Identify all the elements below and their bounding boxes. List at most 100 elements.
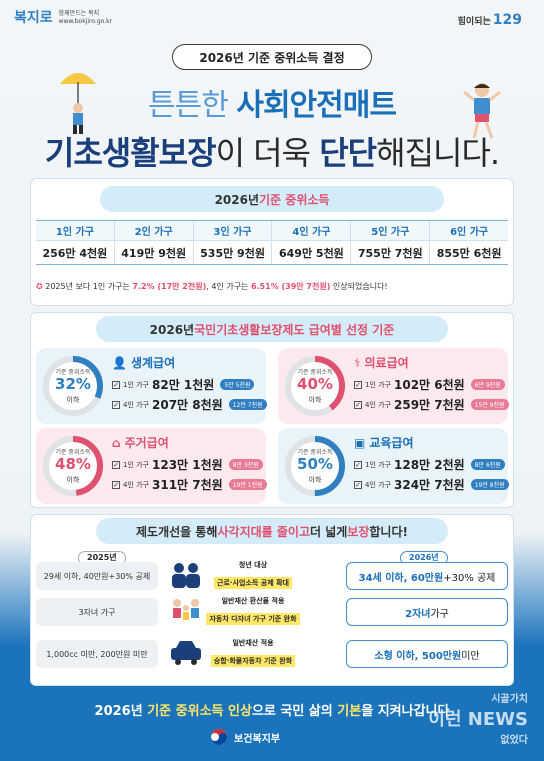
reform-highlight: 승합·화물자동차 기준 완화: [210, 655, 296, 667]
headline2-part-c: 단단: [319, 134, 377, 172]
income-col-header: 4인 가구: [271, 220, 351, 241]
house-icon: ⌂: [112, 435, 121, 450]
row-label: 4인 가구: [365, 480, 391, 489]
row-amount: 123만 1천원: [152, 458, 223, 472]
income-value-cell: 256만 4천원: [36, 240, 115, 265]
benefit-box: 기준 중위소득 50% 이하 ▣ 교육급여 ✓ 1인 가구 128만 2천원 8만 6천원 ✓ 4인…: [278, 428, 509, 504]
gauge-label: 기준 중위소득: [55, 369, 91, 376]
gauge-ring: [285, 436, 345, 496]
hotline-small-text: 힘이되는: [457, 16, 491, 27]
checkbox-icon: ✓: [354, 400, 362, 409]
benefit-row-1: ✓ 1인 가구 82만 1천원 5만 5천원: [112, 376, 255, 393]
increase-badge: 12만 7천원: [228, 399, 267, 410]
row-label: 1인 가구: [123, 460, 149, 469]
increase-badge: 8만 3천원: [228, 459, 263, 470]
footer-message-b: 기준 중위소득 인상: [147, 704, 252, 719]
gauge-percent: 48%: [55, 455, 91, 473]
benefit-box: 기준 중위소득 40% 이하 ⚕ 의료급여 ✓ 1인 가구 102만 6천원 6만 9천원 ✓ 4인…: [278, 348, 509, 424]
reform-banner-c: 더 넓게: [309, 524, 348, 539]
gauge-under: 이하: [308, 476, 322, 484]
footer-message-c: 으로 국민 삶의: [251, 704, 338, 719]
benefit-gauge: 기준 중위소득 32% 이하: [40, 353, 106, 419]
hotline-number: 129: [492, 12, 522, 28]
reform-change-label: 일반재산 환산율 적용 자동차 다자녀 가구 기준 완화: [168, 596, 338, 625]
benefit-gauge: 기준 중위소득 48% 이하: [40, 433, 106, 499]
row-label: 1인 가구: [123, 380, 149, 389]
benefit-row-1: ✓ 1인 가구 102만 6천원 6만 9천원: [354, 376, 505, 393]
bokjiro-url: www.bokjiro.go.kr: [58, 17, 113, 25]
reform-section-banner: 제도개선을 통해 사각지대를 줄이고 더 넓게 보장 합니다!: [96, 518, 448, 544]
income-value-cell: 535만 9천원: [192, 240, 272, 265]
gauge-under: 이하: [66, 476, 80, 484]
reform-new-rest: 미만: [461, 650, 480, 662]
reform-change-label: 청년 대상 근로·사업소득 공제 확대: [168, 560, 338, 589]
gauge-percent: 32%: [55, 375, 91, 393]
reform-new-rest: +30% 공제: [443, 572, 496, 584]
benefit-gauge: 기준 중위소득 50% 이하: [282, 433, 348, 499]
umbrella-child-illustration: [60, 73, 96, 134]
income-note-b: 7.2% (17만 2천원): [132, 282, 207, 291]
headline2-part-d: 해집니다.: [376, 134, 500, 172]
benefits-section-banner: 2026년 국민기초생활보장제도 급여별 선정 기준: [96, 316, 448, 342]
benefit-title-text: 주거급여: [124, 436, 169, 450]
benefit-title-text: 교육급여: [369, 436, 414, 450]
headline1-part-a: 튼튼한: [148, 88, 237, 123]
taegeuk-icon: [211, 729, 227, 745]
row-amount: 82만 1천원: [152, 378, 215, 392]
income-section-banner: 2026년 기준 중위소득: [100, 186, 444, 212]
benefit-row-1: ✓ 1인 가구 128만 2천원 8만 6천원: [354, 456, 505, 473]
benefit-title: ⌂ 주거급여: [112, 434, 169, 451]
reform-old-value: 1,000cc 미만, 200만원 미만: [36, 640, 158, 668]
headline-line-1: 튼튼한 사회안전매트: [0, 80, 544, 124]
reform-new-value: 소형 이하, 500만원 미만: [346, 640, 508, 668]
reform-new-bold: 34세 이하, 60만원: [358, 572, 444, 584]
income-note-a: 2025년 보다 1인 가구는: [45, 282, 133, 291]
footer-message-a: 2026년: [94, 704, 148, 719]
row-label: 1인 가구: [365, 460, 391, 469]
reform-new-value: 2자녀 가구: [346, 598, 508, 626]
headline1-part-b: 사회안전매트: [236, 88, 397, 123]
income-col-header: 2인 가구: [113, 220, 194, 241]
gauge-percent: 40%: [297, 375, 333, 393]
checkbox-icon: ✓: [112, 400, 120, 409]
gauge-ring: [285, 356, 345, 416]
benefit-title-text: 의료급여: [364, 356, 409, 370]
income-col-header: 3인 가구: [192, 220, 272, 241]
bokjiro-mark: 복지로: [14, 9, 53, 26]
income-value-cell: 755만 7천원: [350, 240, 430, 265]
checkbox-icon: ✓: [354, 460, 362, 469]
row-label: 4인 가구: [365, 400, 391, 409]
gauge-label: 기준 중위소득: [55, 449, 91, 456]
reform-new-bold: 소형 이하, 500만원: [374, 650, 462, 662]
benefit-box: 기준 중위소득 32% 이하 👤 생계급여 ✓ 1인 가구 82만 1천원 5만 5천원 ✓ 4인 …: [36, 348, 267, 424]
reform-caption: 일반재산 적용: [232, 639, 274, 647]
watermark-line-1: 시골가치: [491, 694, 528, 705]
income-increase-note: ✪ 2025년 보다 1인 가구는 7.2% (17만 2천원), 4인 가구는…: [36, 281, 508, 292]
benefit-title: ⚕ 의료급여: [354, 354, 409, 371]
income-value-cell: 419만 9천원: [113, 240, 194, 265]
gauge-percent: 50%: [297, 455, 333, 473]
income-col-header: 6인 가구: [429, 220, 508, 241]
income-col-header: 5인 가구: [350, 220, 430, 241]
jumping-child-illustration: [463, 83, 501, 139]
reform-banner-e: 합니다!: [369, 524, 408, 539]
benefits-banner-a: 2026년: [149, 322, 195, 337]
hotline-129-logo: 힘이되는 129: [458, 12, 522, 28]
row-label: 4인 가구: [123, 480, 149, 489]
benefit-row-2: ✓ 4인 가구 207만 8천원 12만 7천원: [112, 396, 267, 413]
benefit-gauge: 기준 중위소득 40% 이하: [282, 353, 348, 419]
gauge-label: 기준 중위소득: [297, 449, 333, 456]
footer-message-e: 을 지켜나갑니다: [361, 704, 450, 719]
bokjiro-tagline: 함께만드는 복지: [58, 10, 100, 17]
checkbox-icon: ✓: [354, 480, 362, 489]
row-amount: 128만 2천원: [394, 458, 465, 472]
row-amount: 311만 7천원: [152, 478, 223, 492]
benefit-title-text: 생계급여: [130, 356, 176, 370]
benefit-box: 기준 중위소득 48% 이하 ⌂ 주거급여 ✓ 1인 가구 123만 1천원 8만 3천원 ✓ 4인…: [36, 428, 267, 504]
income-banner-a: 2026년: [214, 192, 260, 207]
benefits-banner-b: 국민기초생활보장제도 급여별 선정 기준: [194, 322, 395, 337]
medical-icon: ⚕: [354, 355, 361, 370]
gauge-under: 이하: [66, 396, 80, 404]
headline-line-2: 기초생활보장이 더욱 단단해집니다.: [0, 128, 544, 174]
